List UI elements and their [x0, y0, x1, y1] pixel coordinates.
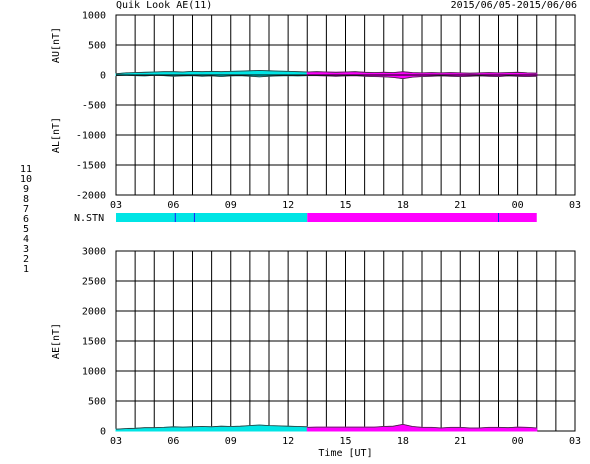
legend-entry: 1: [23, 264, 29, 275]
x-tick-label: 15: [339, 436, 351, 447]
legend-entry: 10: [20, 174, 32, 185]
y-tick-label: 2500: [82, 277, 106, 288]
y-tick-label: -1000: [76, 131, 106, 142]
x-tick-label: 03: [110, 200, 122, 211]
y-tick-label: 1000: [82, 11, 106, 22]
x-tick-label: 18: [397, 200, 409, 211]
au-series-line: [115, 70, 308, 75]
legend-entry: 6: [23, 214, 29, 225]
y-tick-label: 1500: [82, 337, 106, 348]
al-series-line: [115, 74, 308, 78]
x-tick-label: 03: [110, 436, 122, 447]
au-series-line: [307, 71, 537, 74]
x-tick-label: 18: [397, 436, 409, 447]
x-tick-label: 12: [282, 436, 294, 447]
y-axis-label-ae: AE[nT]: [51, 323, 62, 359]
x-tick-label: 21: [454, 200, 466, 211]
au-al-panel: 1000 500 0 -500 -1000 -1500 -2000 03 06 09 12 15 18 2…: [51, 11, 581, 212]
legend-entry: 9: [23, 184, 29, 195]
date-range: 2015/06/05-2015/06/06: [450, 0, 577, 11]
y-tick-label: 1000: [82, 367, 106, 378]
x-tick-label: 12: [282, 200, 294, 211]
station-count-segment: [307, 213, 537, 222]
y-tick-label: -2000: [76, 191, 106, 202]
ae-series-line: [115, 424, 308, 430]
x-tick-label: 00: [512, 200, 524, 211]
legend-entry: 5: [23, 224, 29, 235]
legend-entry: 8: [23, 194, 29, 205]
x-tick-label: 03: [569, 436, 581, 447]
x-tick-label: 06: [167, 200, 179, 211]
legend-entry: 4: [23, 234, 29, 245]
x-tick-label: 03: [569, 200, 581, 211]
y-axis-label-al: AL[nT]: [51, 117, 62, 153]
n-stn-panel: N.STN: [74, 213, 537, 224]
y-tick-label: -1500: [76, 161, 106, 172]
chart-title: Quik Look AE(11): [116, 0, 213, 11]
ae-series-line: [307, 423, 537, 429]
station-count-segment: [116, 213, 308, 222]
x-tick-label: 00: [512, 436, 524, 447]
x-tick-label: 15: [339, 200, 351, 211]
ae-panel: 3000 2500 2000 1500 1000 500 0 03 06 09 12 15 18 21 00…: [51, 247, 581, 460]
y-tick-label: 500: [88, 397, 106, 408]
y-tick-label: 500: [88, 41, 106, 52]
legend-entry: 7: [23, 204, 29, 215]
legend-entry: 2: [23, 254, 29, 265]
x-tick-label: 09: [225, 200, 237, 211]
x-axis-label: Time [UT]: [318, 448, 372, 459]
legend-entry: 3: [23, 244, 29, 255]
y-tick-label: 2000: [82, 307, 106, 318]
n-stn-label: N.STN: [74, 213, 104, 224]
al-series-line: [307, 75, 537, 80]
y-tick-label: 0: [100, 427, 106, 438]
x-tick-label: 06: [167, 436, 179, 447]
x-tick-label: 21: [454, 436, 466, 447]
legend-entry: 11: [20, 164, 32, 175]
y-axis-label-au: AU[nT]: [51, 27, 62, 63]
x-tick-label: 09: [225, 436, 237, 447]
y-tick-label: -500: [82, 101, 106, 112]
y-tick-label: 0: [100, 71, 106, 82]
y-tick-label: 3000: [82, 247, 106, 258]
